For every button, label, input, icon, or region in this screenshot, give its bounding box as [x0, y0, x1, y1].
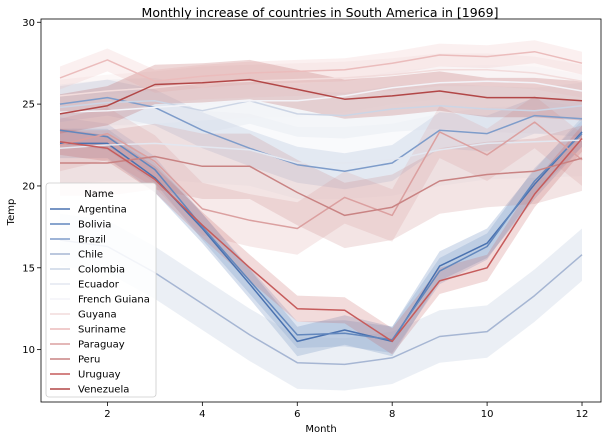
band-guyana	[60, 53, 582, 113]
band-uruguay	[60, 125, 582, 355]
legend-label-bolivia: Bolivia	[78, 220, 111, 231]
series-line-brazil	[59, 96, 583, 172]
plot-frame	[40, 18, 602, 403]
series-line-paraguay	[59, 121, 583, 230]
legend-label-paraguay: Paraguay	[78, 340, 125, 351]
series-line-venezuela	[59, 78, 583, 115]
x-tick-label: 10	[481, 409, 494, 420]
x-tick-label: 12	[576, 409, 589, 420]
legend-label-argentina: Argentina	[78, 205, 127, 216]
band-argentina	[60, 117, 582, 357]
series-lines	[59, 50, 583, 366]
series-line-uruguay	[59, 138, 583, 343]
legend-label-venezuela: Venezuela	[78, 385, 129, 396]
legend-label-ecuador: Ecuador	[78, 280, 120, 291]
band-chile	[60, 213, 582, 391]
legend-box	[45, 182, 157, 398]
series-line-suriname	[59, 50, 583, 82]
y-tick-label: 25	[22, 100, 35, 111]
band-french-guiana	[60, 64, 582, 129]
x-tick-label: 2	[104, 409, 110, 420]
legend-label-colombia: Colombia	[78, 265, 125, 276]
band-venezuela	[60, 59, 582, 134]
legend-label-suriname: Suriname	[78, 325, 126, 336]
y-axis-ticks: 10 15 20 25 30	[22, 18, 41, 356]
chart-title: Monthly increase of countries in South A…	[142, 5, 499, 20]
series-line-ecuador	[59, 139, 583, 164]
legend-label-guyana: Guyana	[78, 310, 117, 321]
legend-label-uruguay: Uruguay	[78, 370, 121, 381]
band-suriname	[60, 40, 582, 93]
x-tick-label: 6	[294, 409, 300, 420]
y-tick-label: 20	[22, 181, 35, 192]
series-line-bolivia	[59, 129, 583, 341]
legend-label-chile: Chile	[78, 250, 103, 261]
y-axis-label: Temp	[6, 199, 17, 227]
band-ecuador	[60, 104, 582, 199]
x-axis-ticks: 2 4 6 8 10 12	[104, 402, 588, 420]
y-tick-label: 10	[22, 345, 35, 356]
y-tick-label: 15	[22, 263, 35, 274]
legend-label-french-guiana: French Guiana	[78, 295, 150, 306]
series-line-colombia	[59, 100, 583, 117]
legend-entries: Argentina Bolivia Brazil Chile Colombia Ecuad…	[50, 205, 150, 396]
series-line-argentina	[60, 131, 583, 343]
x-tick-label: 8	[389, 409, 395, 420]
y-tick-label: 30	[22, 18, 35, 29]
band-brazil	[60, 79, 582, 190]
legend-title: Name	[84, 189, 114, 200]
x-axis-label: Month	[305, 424, 336, 435]
legend-label-peru: Peru	[78, 355, 100, 366]
band-peru	[60, 123, 582, 249]
legend: Name Argentina Bolivia Brazil Chile Colombia…	[45, 182, 157, 398]
series-line-peru	[60, 155, 583, 217]
legend-label-brazil: Brazil	[78, 235, 106, 246]
x-tick-label: 4	[199, 409, 205, 420]
series-line-french-guiana	[59, 80, 583, 114]
